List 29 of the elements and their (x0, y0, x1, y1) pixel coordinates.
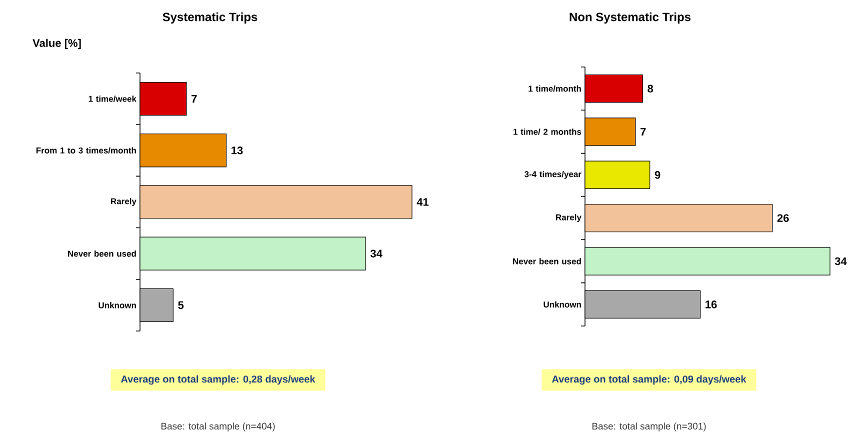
text: Average on total sample: 0,09 days/week (552, 375, 746, 385)
chart-title: Systematic Trips (162, 12, 258, 24)
data-label: 8 (648, 84, 654, 92)
x-axis-title: Value [%] (32, 38, 81, 50)
text: Base: total sample (n=404) (161, 422, 275, 432)
y-tick-label: From 1 to 3 times/month (36, 147, 136, 154)
data-label: 16 (706, 300, 717, 308)
data-label: 26 (777, 214, 789, 222)
y-tick-label: 1 time/ 2 months (514, 128, 582, 135)
y-tick-label: Unknown (544, 301, 581, 308)
data-label: 5 (178, 301, 184, 310)
y-tick-label: Never been used (513, 258, 581, 264)
data-label: 9 (654, 171, 660, 179)
data-label: 41 (416, 198, 429, 206)
y-tick-label: 1 time/month (528, 85, 581, 92)
y-tick-label: 3-4 times/year (524, 170, 582, 179)
y-tick-label: Rarely (111, 198, 136, 206)
data-label: 34 (834, 257, 847, 266)
data-label: 7 (192, 95, 197, 103)
y-tick-label: Never been used (68, 250, 136, 257)
data-label: 34 (370, 250, 382, 258)
y-tick-label: Rarely (556, 214, 582, 222)
text: Base: total sample (n=301) (592, 422, 706, 432)
data-label: 13 (232, 146, 243, 154)
y-tick-label: 1 time/week (88, 96, 136, 102)
y-tick-label: Unknown (98, 302, 136, 308)
text: Average on total sample: 0,28 days/week (120, 375, 316, 385)
chart-title: Non Systematic Trips (570, 12, 691, 24)
data-label: 7 (640, 128, 646, 136)
